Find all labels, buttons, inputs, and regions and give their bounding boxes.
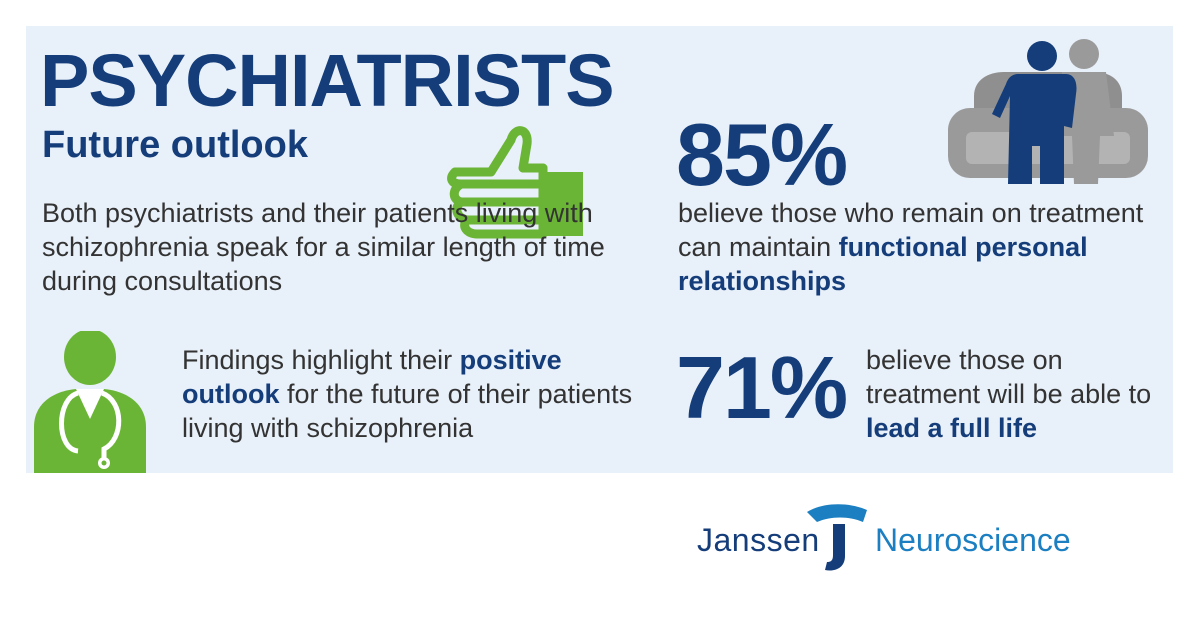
findings-post: for the future of their patients living … [182, 379, 633, 443]
stat-85-text: believe those who remain on treatment ca… [678, 196, 1173, 298]
page-subtitle: Future outlook [42, 124, 308, 166]
stat-71-text: believe those on treatment will be able … [866, 343, 1166, 445]
stat-85-highlight: functional personal relationships [678, 232, 1088, 296]
stat-71-highlight: lead a full life [866, 413, 1038, 443]
page-title: PSYCHIATRISTS [40, 39, 615, 122]
logo-brand: Janssen [697, 522, 820, 558]
intro-text: Both psychiatrists and their patients li… [42, 198, 605, 296]
findings-pre: Findings highlight their [182, 345, 460, 375]
thumbs-up-icon [447, 126, 583, 239]
infographic-panel: PSYCHIATRISTS Future outlook Both psychi… [26, 26, 1173, 473]
stat-71-pre: believe those on treatment will be able … [866, 345, 1152, 409]
doctor-icon [34, 331, 146, 473]
stat-85-value: 85% [676, 105, 848, 204]
people-sofa-icon [948, 39, 1148, 184]
janssen-logo: Janssen Neuroscience [697, 500, 1077, 574]
logo-division: Neuroscience [875, 522, 1071, 558]
stat-71-value: 71% [676, 338, 848, 437]
findings-text: Findings highlight their positive outloo… [182, 343, 642, 445]
findings-highlight: positive outlook [182, 345, 562, 409]
stat-85-pre: believe those who remain on treatment ca… [678, 198, 1144, 262]
janssen-mark-icon [807, 504, 867, 571]
